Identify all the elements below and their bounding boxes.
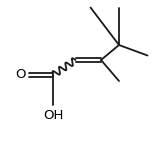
Text: OH: OH [43, 109, 63, 122]
Text: O: O [15, 69, 26, 81]
